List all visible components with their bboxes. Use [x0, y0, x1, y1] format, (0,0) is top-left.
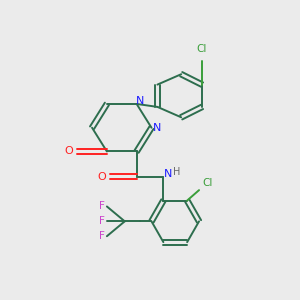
Text: F: F [99, 216, 104, 226]
Text: Cl: Cl [197, 44, 207, 54]
Text: F: F [99, 202, 104, 212]
Text: O: O [64, 146, 73, 157]
Text: N: N [153, 123, 162, 133]
Text: N: N [164, 169, 172, 179]
Text: N: N [135, 96, 144, 106]
Text: H: H [173, 167, 180, 177]
Text: O: O [97, 172, 106, 182]
Text: F: F [99, 231, 104, 241]
Text: Cl: Cl [203, 178, 213, 188]
